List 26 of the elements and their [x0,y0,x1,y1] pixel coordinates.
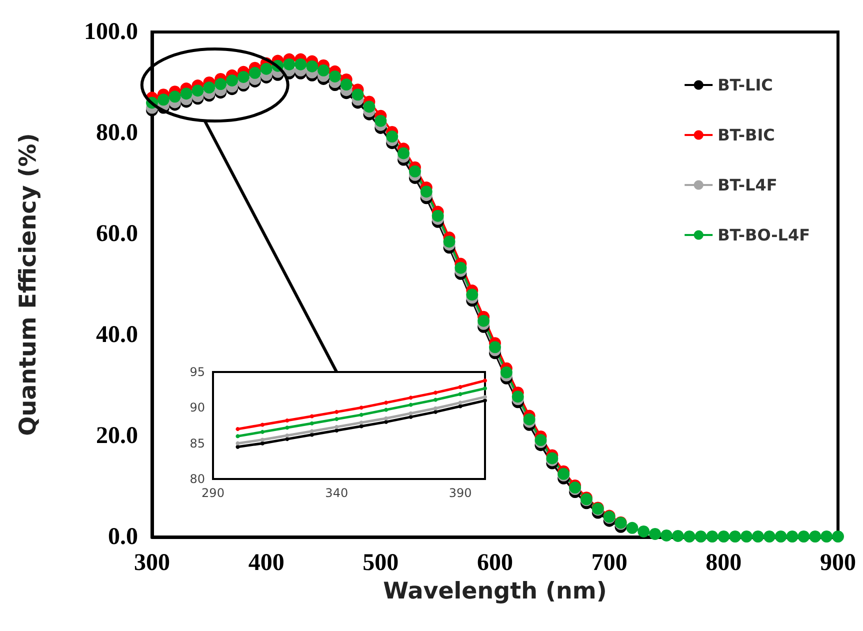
y-tick-label: 95 [190,365,205,379]
x-tick-label: 800 [706,550,742,576]
legend-label: BT-BIC [718,126,775,144]
y-tick-label: 60.0 [96,221,138,247]
y-axis-title: Quantum Efficiency (%) [16,133,42,436]
x-tick-label: 300 [134,550,170,576]
legend-label: BT-L4F [718,176,778,194]
y-tick-label: 80.0 [96,120,138,146]
x-axis-title: Wavelength (nm) [383,578,607,604]
y-tick-label: 0.0 [108,524,138,550]
x-tick-label: 500 [362,550,399,576]
x-tick-label: 390 [448,486,472,500]
y-tick-label: 20.0 [96,423,138,449]
y-tick-label: 40.0 [96,322,138,348]
y-tick-label: 85 [190,436,205,450]
x-tick-label: 290 [202,486,224,500]
x-tick-label: 340 [325,486,348,500]
y-tick-label: 90 [190,400,205,415]
x-tick-label: 400 [248,550,284,576]
x-tick-label: 900 [820,550,856,576]
legend-label: BT-BO-L4F [718,226,810,244]
x-tick-label: 600 [477,550,513,576]
y-tick-label: 80 [190,472,205,486]
y-tick-label: 100.0 [84,19,138,45]
x-tick-label: 700 [591,550,628,576]
legend-label: BT-LIC [718,76,773,94]
